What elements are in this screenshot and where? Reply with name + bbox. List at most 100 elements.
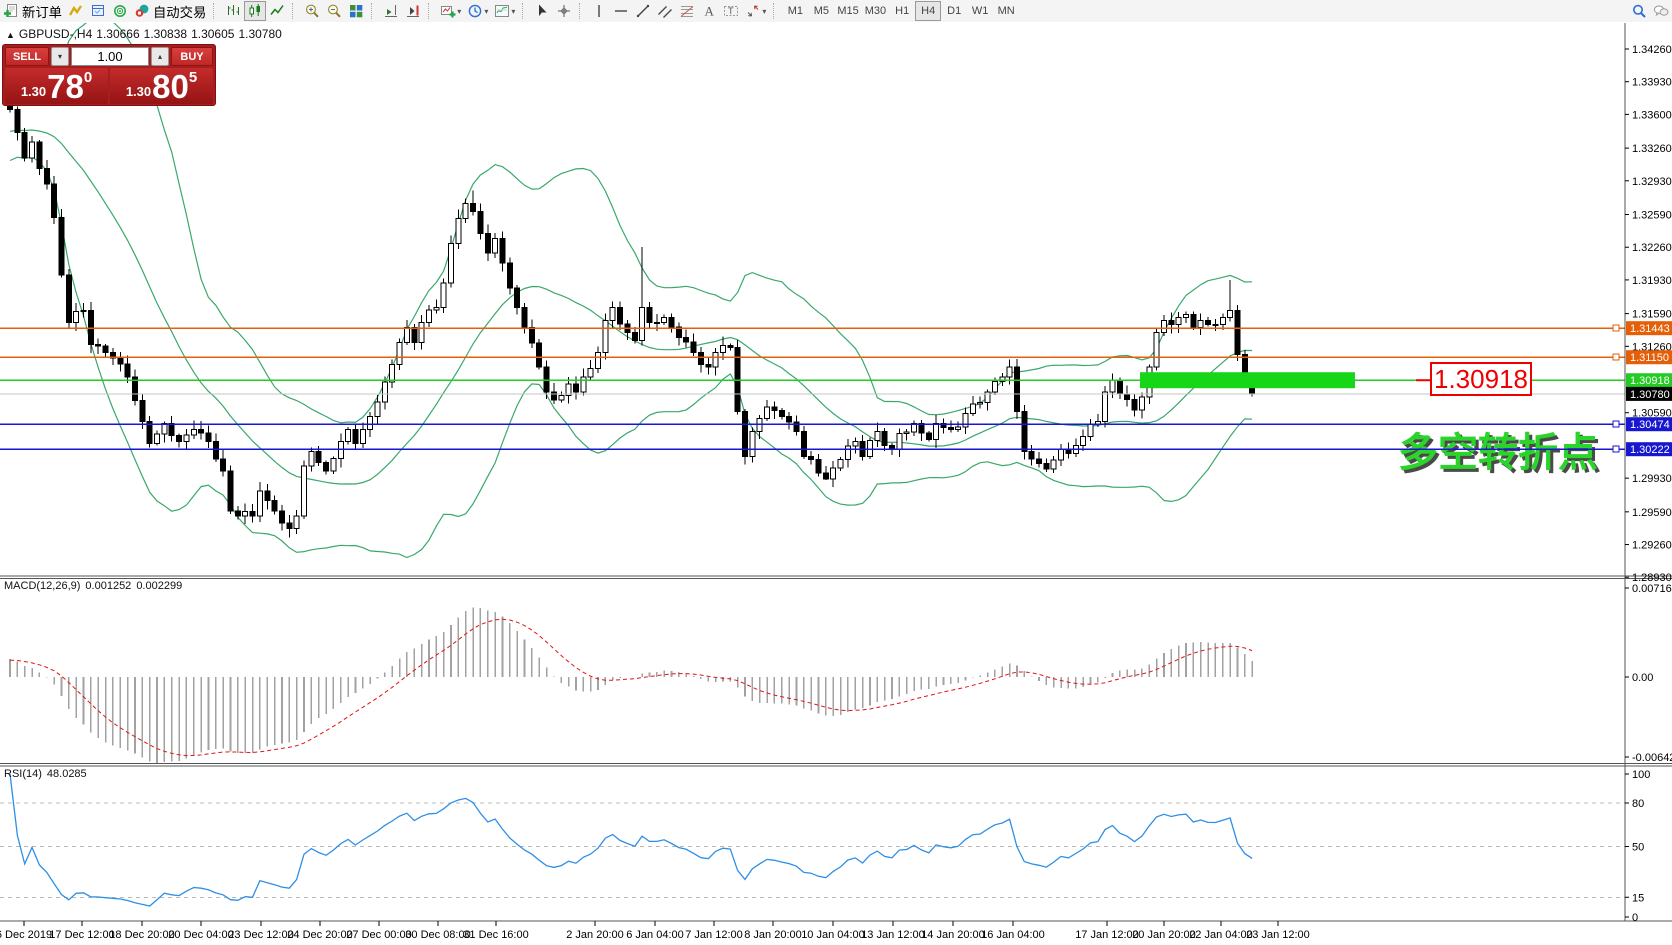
svg-text:1.34260: 1.34260: [1632, 44, 1672, 56]
svg-text:1.33930: 1.33930: [1632, 77, 1672, 89]
search-icon: [1631, 3, 1647, 19]
toolbar-button-market-watch[interactable]: [87, 1, 109, 21]
sell-button[interactable]: SELL: [5, 47, 49, 66]
toolbar-separator: [213, 3, 219, 19]
zoom-in-icon: [304, 3, 320, 19]
toolbar-button-candle-chart[interactable]: [244, 1, 267, 21]
timeframe-button-h1[interactable]: H1: [889, 1, 915, 21]
timeframe-button-w1[interactable]: W1: [967, 1, 993, 21]
toolbar-button-vertical-line[interactable]: [588, 1, 610, 21]
toolbar-button-equidistant-channel[interactable]: [654, 1, 676, 21]
price-axis[interactable]: 1.34260 1.33930 1.33600 1.33260 1.32930 1.325…: [1625, 44, 1672, 924]
toolbar-button-trendline[interactable]: [632, 1, 654, 21]
toolbar-button-auto-scroll[interactable]: [380, 1, 402, 21]
toolbar-button-periods-clock[interactable]: ▾: [464, 1, 491, 21]
svg-text:-0.006428: -0.006428: [1632, 752, 1672, 764]
zoom-out-icon: [326, 3, 342, 19]
toolbar-button-arrows[interactable]: ▾: [742, 1, 769, 21]
svg-text:17 Dec 12:00: 17 Dec 12:00: [49, 929, 114, 941]
svg-text:1.31590: 1.31590: [1632, 309, 1672, 321]
svg-text:1.30918: 1.30918: [1630, 375, 1670, 387]
svg-text:8 Jan 20:00: 8 Jan 20:00: [744, 929, 802, 941]
text-label-icon: T: [723, 3, 739, 19]
support-highlight-bar[interactable]: [1140, 372, 1355, 389]
toolbar-button-search[interactable]: [1628, 1, 1650, 21]
svg-text:23 Dec 12:00: 23 Dec 12:00: [228, 929, 293, 941]
toolbar-button-shift-end[interactable]: [402, 1, 424, 21]
bar-chart-icon: [225, 3, 241, 19]
toolbar-button-tile-windows[interactable]: [345, 1, 367, 21]
chevron-down-icon[interactable]: ▾: [457, 6, 462, 16]
price-badge-1.30474: 1.30474: [1626, 417, 1672, 432]
svg-text:100: 100: [1632, 769, 1650, 781]
chevron-down-icon[interactable]: ▾: [511, 6, 516, 16]
candle-chart-icon: [247, 3, 263, 19]
turning-point-text-shadow: 多空转折点: [1401, 434, 1601, 478]
toolbar-button-text-label[interactable]: T: [720, 1, 742, 21]
toolbar-button-signals[interactable]: [109, 1, 131, 21]
chevron-down-icon[interactable]: ▾: [484, 6, 489, 16]
line-chart-icon: [269, 3, 285, 19]
toolbar-button-label: 新订单: [22, 4, 62, 20]
toolbar-button-crosshair[interactable]: [553, 1, 575, 21]
toolbar-button-bar-chart[interactable]: [222, 1, 244, 21]
timeframe-button-h4[interactable]: H4: [915, 1, 942, 21]
buy-button[interactable]: BUY: [171, 47, 213, 66]
toolbar-button-cursor[interactable]: [531, 1, 553, 21]
timeframe-button-m30[interactable]: M30: [862, 1, 889, 21]
toolbar-button-line-chart[interactable]: [266, 1, 288, 21]
volume-input[interactable]: [71, 47, 149, 66]
toolbar-button-charts[interactable]: [65, 1, 87, 21]
buy-price-button[interactable]: 1.30 80 5: [110, 68, 213, 104]
svg-text:22 Jan 04:00: 22 Jan 04:00: [1189, 929, 1253, 941]
svg-text:1.29930: 1.29930: [1632, 473, 1672, 485]
svg-text:1.31443: 1.31443: [1630, 323, 1670, 335]
toolbar-button-autotrading[interactable]: 自动交易: [131, 1, 209, 21]
toolbar-button-fibonacci[interactable]: [676, 1, 698, 21]
timeframe-button-m1[interactable]: M1: [782, 1, 808, 21]
macd-value-1: 0.001252: [85, 580, 132, 592]
sell-price-big: 78: [47, 68, 84, 105]
templates-icon: [494, 3, 510, 19]
collapse-arrow-icon[interactable]: ▲: [6, 30, 15, 40]
chevron-down-icon[interactable]: ▾: [762, 6, 767, 16]
svg-text:20 Dec 04:00: 20 Dec 04:00: [168, 929, 233, 941]
ohlc-low: 1.30605: [191, 27, 235, 41]
toolbar-button-chat[interactable]: [1650, 1, 1672, 21]
svg-text:13 Jan 12:00: 13 Jan 12:00: [861, 929, 925, 941]
tile-windows-icon: [348, 3, 364, 19]
pane-separators[interactable]: [0, 23, 1672, 922]
horizontal-level-lines[interactable]: [0, 324, 1625, 453]
timeframe-button-d1[interactable]: D1: [941, 1, 967, 21]
cursor-icon: [534, 3, 550, 19]
toolbar-button-horizontal-line[interactable]: [610, 1, 632, 21]
timeframe-button-m5[interactable]: M5: [808, 1, 834, 21]
market-watch-icon: [90, 3, 106, 19]
timeframe-button-mn[interactable]: MN: [993, 1, 1019, 21]
volume-decrease-button[interactable]: ▾: [51, 47, 69, 66]
price-badge-1.30918: 1.30918: [1626, 373, 1672, 388]
autotrading-icon: [134, 3, 150, 19]
toolbar-button-zoom-out[interactable]: [323, 1, 345, 21]
toolbar-button-new-order[interactable]: 新订单: [0, 1, 65, 21]
timeframe-button-m15[interactable]: M15: [834, 1, 861, 21]
svg-text:1.32260: 1.32260: [1632, 242, 1672, 254]
toolbar-button-new-chart[interactable]: ▾: [437, 1, 464, 21]
toolbar-button-text[interactable]: A: [698, 1, 720, 21]
svg-text:10 Jan 04:00: 10 Jan 04:00: [801, 929, 865, 941]
sell-price-button[interactable]: 1.30 78 0: [5, 68, 108, 104]
price-badge-1.31150: 1.31150: [1626, 350, 1672, 365]
toolbar-button-templates[interactable]: ▾: [491, 1, 518, 21]
price-callout-box[interactable]: 1.30918: [1430, 362, 1532, 396]
svg-text:20 Jan 20:00: 20 Jan 20:00: [1132, 929, 1196, 941]
volume-increase-button[interactable]: ▴: [151, 47, 169, 66]
svg-text:0.00: 0.00: [1632, 672, 1653, 684]
fibonacci-icon: [679, 3, 695, 19]
svg-text:2 Jan 20:00: 2 Jan 20:00: [566, 929, 624, 941]
svg-text:18 Dec 20:00: 18 Dec 20:00: [109, 929, 174, 941]
toolbar-button-zoom-in[interactable]: [301, 1, 323, 21]
price-chart-canvas[interactable]: 多空转折点多空转折点1.342601.339301.336001.332601.…: [0, 22, 1672, 945]
turning-point-text[interactable]: 多空转折点: [1398, 431, 1598, 475]
buy-price-big: 80: [152, 68, 189, 105]
